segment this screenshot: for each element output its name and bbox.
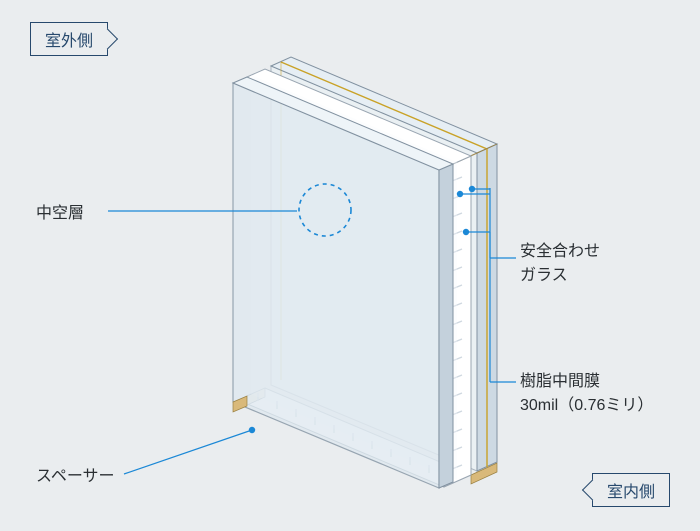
glass-diagram [0,0,700,531]
leader-spacer [124,427,255,474]
